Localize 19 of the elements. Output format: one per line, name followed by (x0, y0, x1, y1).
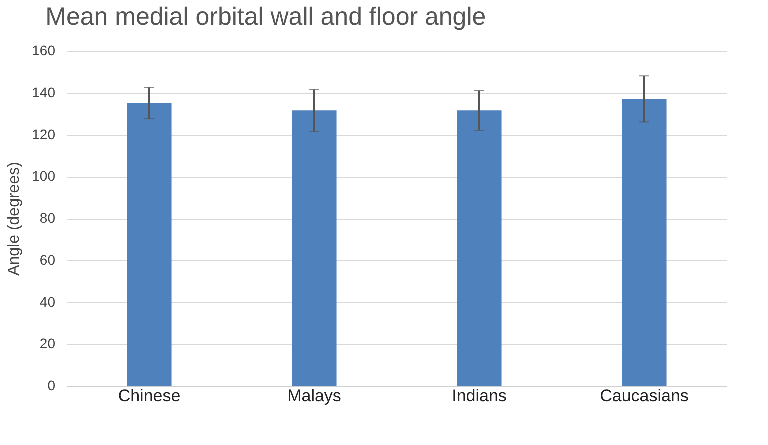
bar (622, 99, 667, 386)
bar (292, 110, 337, 386)
y-tick-label: 160 (32, 42, 56, 58)
y-tick-label: 60 (40, 252, 56, 268)
y-tick-label: 20 (40, 336, 56, 352)
x-tick-label: Caucasians (600, 386, 689, 406)
x-tick-label: Malays (288, 386, 342, 406)
y-tick-label: 120 (32, 126, 56, 142)
y-axis-title: Angle (degrees) (6, 162, 24, 276)
y-tick-label: 40 (40, 294, 56, 310)
bar (127, 103, 172, 386)
x-tick-label: Indians (452, 386, 507, 406)
y-tick-label: 80 (40, 210, 56, 226)
x-tick-label: Chinese (118, 386, 181, 406)
bar (457, 110, 502, 386)
chart-title: Mean medial orbital wall and floor angle (46, 3, 486, 31)
y-tick-label: 100 (32, 168, 56, 184)
y-tick-label: 140 (32, 84, 56, 100)
y-tick-label: 0 (48, 378, 56, 394)
